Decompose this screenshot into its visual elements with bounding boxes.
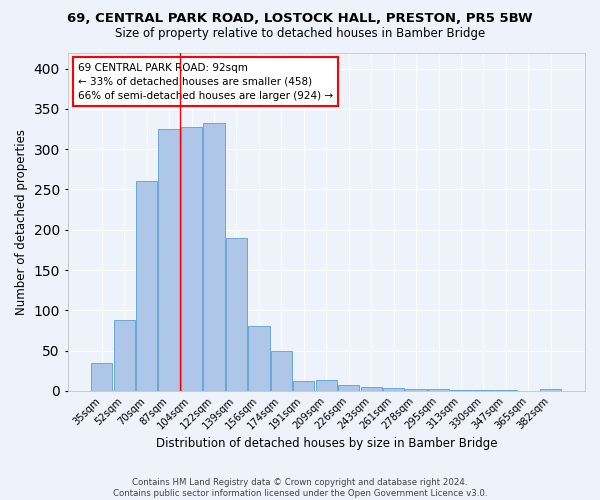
Bar: [406, 388, 427, 391]
X-axis label: Distribution of detached houses by size in Bamber Bridge: Distribution of detached houses by size …: [155, 437, 497, 450]
Bar: [226, 238, 247, 391]
Bar: [495, 390, 517, 391]
Text: 69, CENTRAL PARK ROAD, LOSTOCK HALL, PRESTON, PR5 5BW: 69, CENTRAL PARK ROAD, LOSTOCK HALL, PRE…: [67, 12, 533, 26]
Bar: [248, 326, 269, 391]
Bar: [383, 388, 404, 391]
Text: Contains HM Land Registry data © Crown copyright and database right 2024.
Contai: Contains HM Land Registry data © Crown c…: [113, 478, 487, 498]
Bar: [473, 390, 494, 391]
Text: Size of property relative to detached houses in Bamber Bridge: Size of property relative to detached ho…: [115, 28, 485, 40]
Bar: [361, 387, 382, 391]
Bar: [451, 390, 472, 391]
Bar: [428, 390, 449, 391]
Bar: [158, 129, 180, 391]
Bar: [540, 388, 562, 391]
Text: 69 CENTRAL PARK ROAD: 92sqm
← 33% of detached houses are smaller (458)
66% of se: 69 CENTRAL PARK ROAD: 92sqm ← 33% of det…: [78, 62, 333, 100]
Bar: [271, 350, 292, 391]
Bar: [338, 384, 359, 391]
Y-axis label: Number of detached properties: Number of detached properties: [15, 128, 28, 314]
Bar: [293, 382, 314, 391]
Bar: [203, 124, 224, 391]
Bar: [181, 126, 202, 391]
Bar: [113, 320, 135, 391]
Bar: [316, 380, 337, 391]
Bar: [136, 182, 157, 391]
Bar: [91, 363, 112, 391]
